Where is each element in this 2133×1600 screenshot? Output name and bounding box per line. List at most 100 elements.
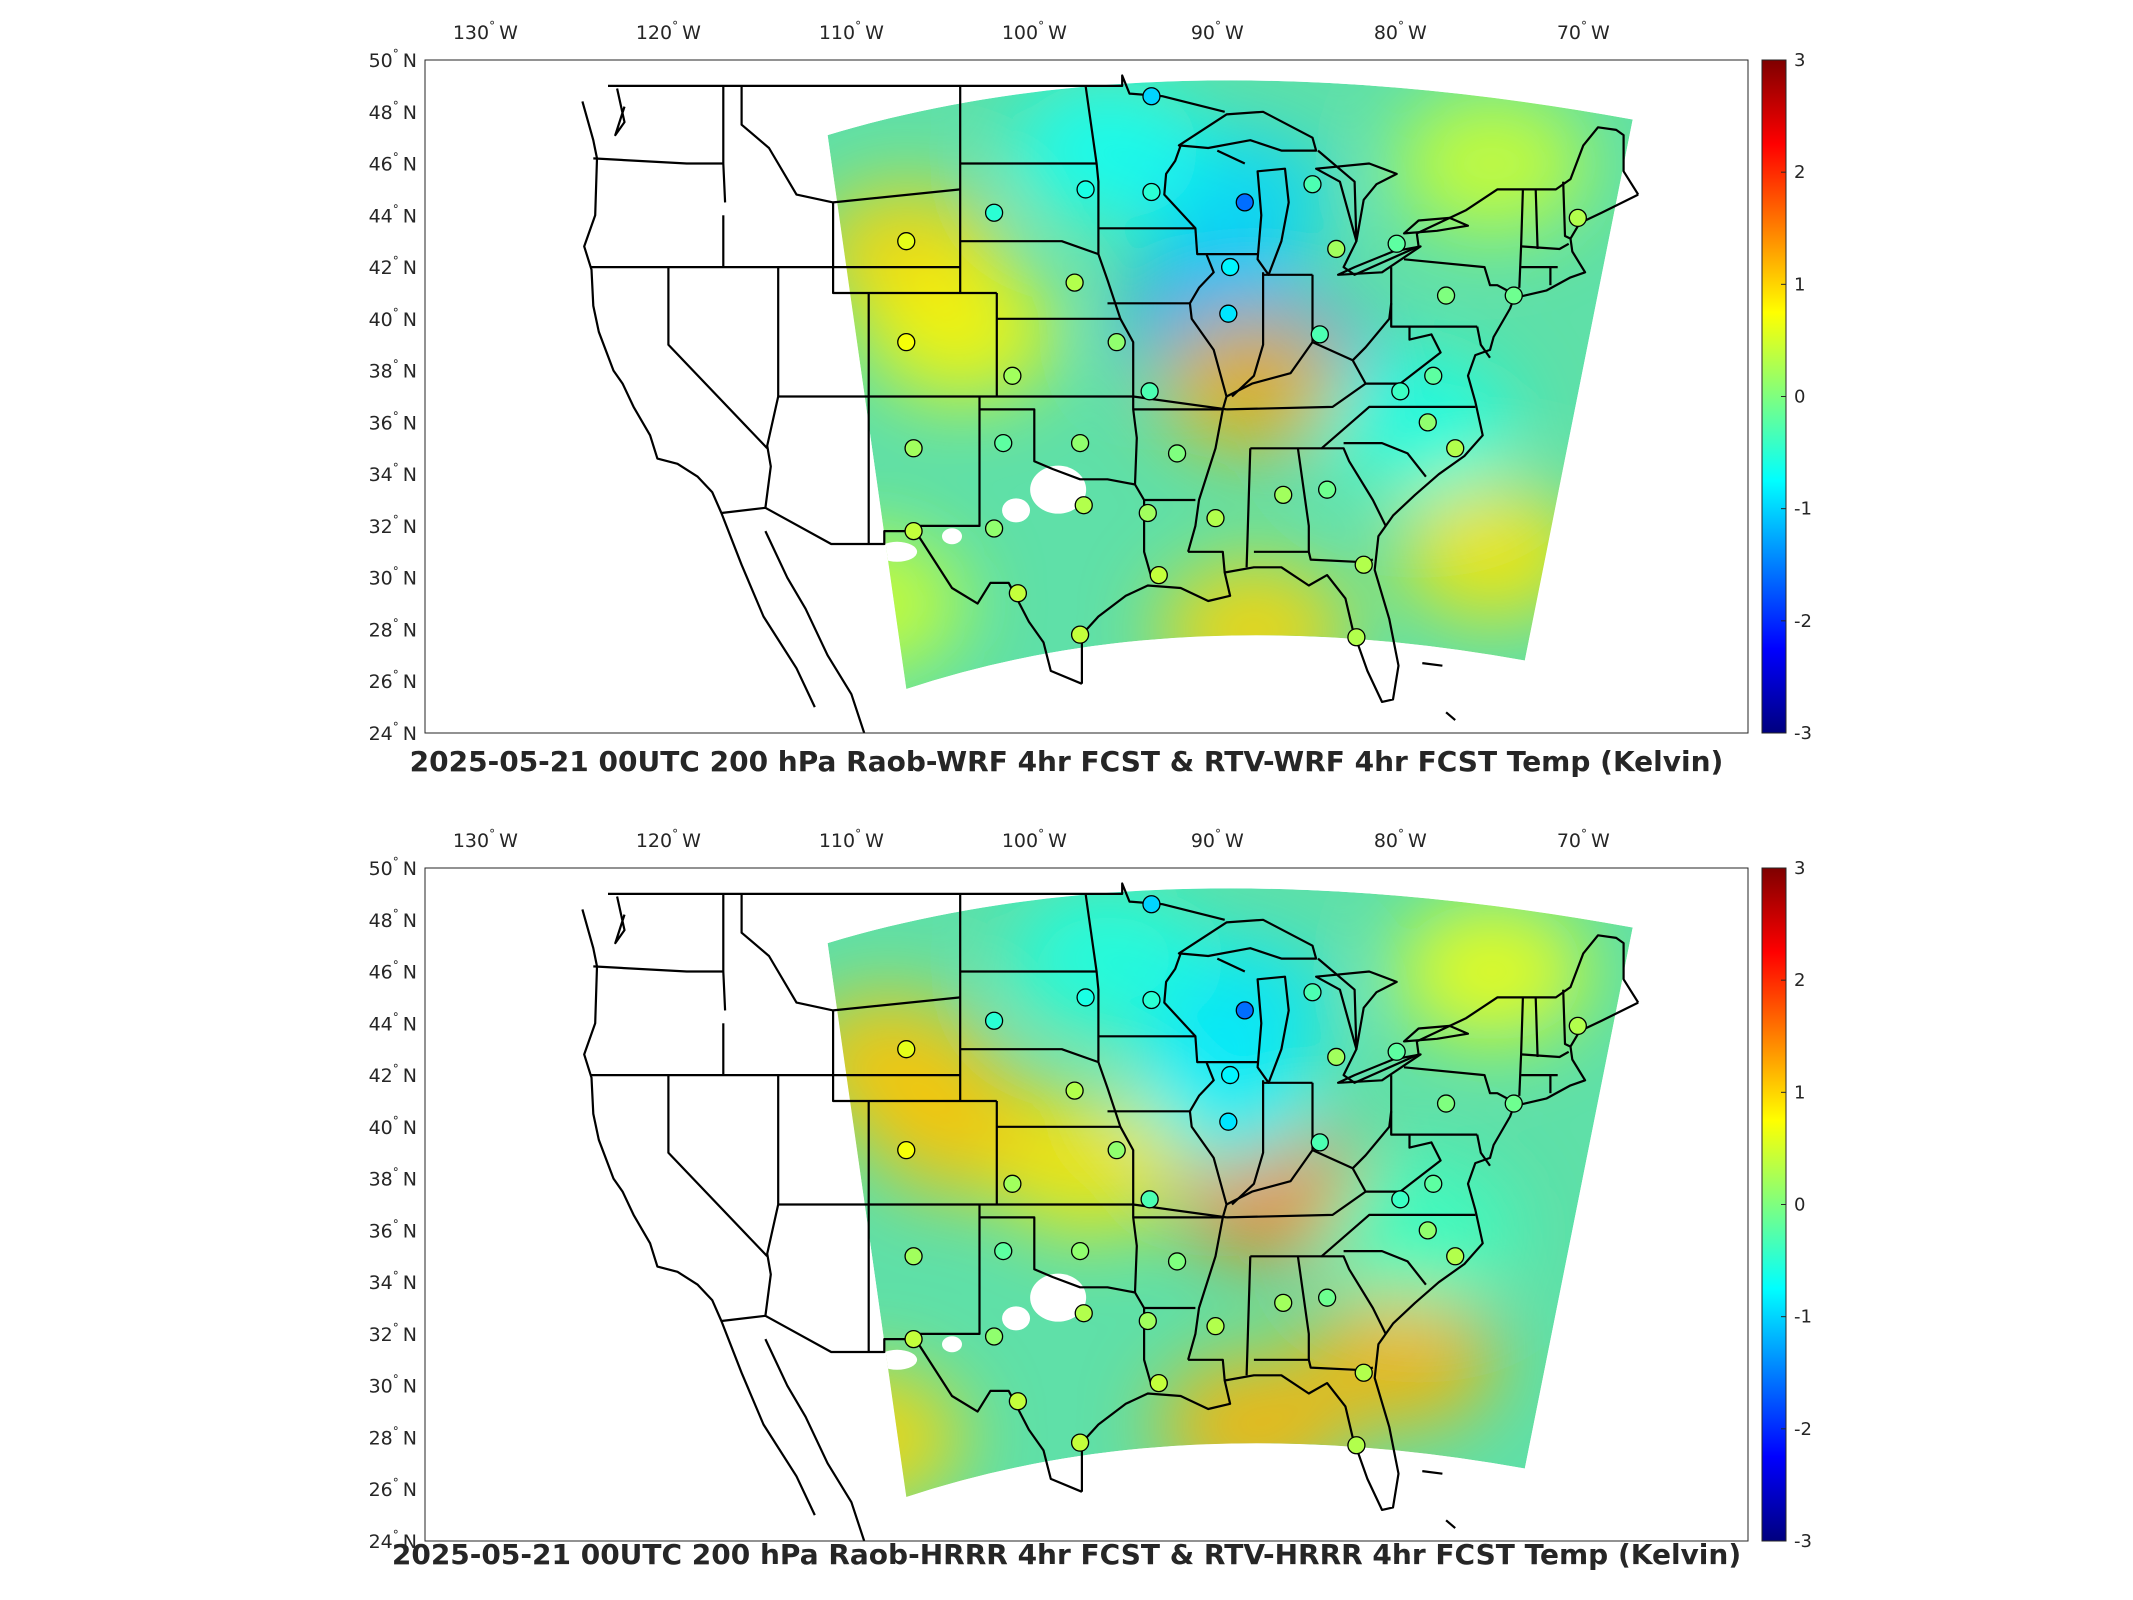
raob-station-marker[interactable]: [1354, 1363, 1373, 1382]
lake-superior: [1177, 110, 1318, 152]
raob-station-marker[interactable]: [904, 521, 923, 541]
raob-station-marker[interactable]: [1354, 555, 1373, 574]
latitude-labels: 50° N 48° N 46° N 44° N 42° N 40° N 38° N 36° N 34° N 32° N…: [369, 47, 417, 745]
raob-station-marker[interactable]: [1446, 439, 1465, 458]
raob-station-marker[interactable]: [1418, 413, 1437, 432]
raob-station-marker[interactable]: [1107, 1140, 1126, 1160]
raob-station-marker[interactable]: [1138, 1311, 1157, 1331]
raob-station-marker[interactable]: [1235, 1001, 1254, 1020]
raob-station-marker[interactable]: [1149, 1373, 1168, 1393]
state-line: [740, 893, 961, 1012]
raob-station-marker[interactable]: [1140, 1190, 1159, 1209]
raob-station-marker[interactable]: [1436, 286, 1456, 305]
raob-station-marker[interactable]: [984, 203, 1004, 222]
raob-station-marker[interactable]: [904, 439, 923, 458]
raob-station-marker[interactable]: [994, 433, 1013, 453]
raob-station-marker[interactable]: [1003, 1174, 1022, 1193]
raob-station-marker[interactable]: [897, 332, 916, 352]
raob-station-marker[interactable]: [1008, 584, 1028, 603]
raob-station-marker[interactable]: [1149, 565, 1168, 585]
state-line: [1188, 550, 1226, 573]
raob-station-marker[interactable]: [1070, 625, 1090, 644]
latitude-tick-label: 48° N: [369, 99, 417, 124]
raob-station-marker[interactable]: [984, 1011, 1004, 1030]
raob-station-marker[interactable]: [1074, 1304, 1093, 1323]
raob-station-marker[interactable]: [1206, 1317, 1225, 1336]
raob-station-marker[interactable]: [1391, 1190, 1410, 1209]
raob-station-marker[interactable]: [1303, 175, 1322, 194]
raob-station-marker[interactable]: [1219, 1112, 1238, 1131]
raob-station-marker[interactable]: [1424, 1174, 1443, 1193]
raob-station-marker[interactable]: [1076, 180, 1095, 199]
raob-station-marker[interactable]: [1076, 988, 1095, 1007]
state-line: [979, 1216, 1146, 1309]
raob-station-marker[interactable]: [1074, 496, 1093, 515]
raob-station-marker[interactable]: [1347, 1436, 1366, 1455]
raob-station-marker[interactable]: [1070, 433, 1090, 453]
bottom-map-panel: 130° W 120° W 110° W 100° W 90° W 80° W 70° W 50° N 48° N…: [0, 790, 2133, 1600]
state-line: [1250, 405, 1476, 450]
raob-station-marker[interactable]: [984, 519, 1004, 538]
raob-station-marker[interactable]: [1424, 366, 1443, 385]
raob-station-marker[interactable]: [1142, 990, 1161, 1010]
raob-station-marker[interactable]: [1138, 503, 1157, 523]
raob-station-marker[interactable]: [1167, 444, 1187, 463]
raob-station-marker[interactable]: [1568, 208, 1587, 228]
raob-station-marker[interactable]: [1220, 257, 1240, 277]
raob-station-marker[interactable]: [1310, 325, 1329, 344]
state-line: [764, 267, 780, 508]
missing-data-patch: [1030, 465, 1087, 514]
raob-station-marker[interactable]: [904, 1329, 923, 1349]
raob-station-marker[interactable]: [897, 232, 916, 251]
raob-station-marker[interactable]: [1142, 182, 1161, 202]
raob-station-marker[interactable]: [1008, 1392, 1028, 1411]
raob-station-marker[interactable]: [994, 1241, 1013, 1261]
state-line: [979, 408, 1146, 501]
raob-station-marker[interactable]: [1140, 382, 1159, 401]
raob-station-marker[interactable]: [1327, 239, 1346, 259]
raob-station-marker[interactable]: [1167, 1252, 1187, 1271]
latitude-tick-label: 36° N: [369, 1217, 417, 1242]
raob-station-marker[interactable]: [984, 1327, 1004, 1346]
raob-station-marker[interactable]: [1387, 234, 1406, 253]
raob-station-marker[interactable]: [1220, 1065, 1240, 1085]
raob-station-marker[interactable]: [1436, 1094, 1456, 1113]
raob-station-marker[interactable]: [897, 1040, 916, 1059]
state-line: [1216, 149, 1246, 165]
longitude-tick-label: 90° W: [1191, 827, 1244, 852]
raob-station-marker[interactable]: [1274, 1293, 1293, 1313]
raob-station-marker[interactable]: [1418, 1221, 1437, 1240]
raob-station-marker[interactable]: [1387, 1042, 1406, 1061]
gulf-of-california-coast: [764, 530, 866, 734]
raob-station-marker[interactable]: [1107, 332, 1126, 352]
raob-station-marker[interactable]: [1568, 1016, 1587, 1036]
latitude-tick-label: 44° N: [369, 1010, 417, 1035]
raob-station-marker[interactable]: [1206, 509, 1225, 528]
raob-station-marker[interactable]: [1065, 1081, 1084, 1100]
raob-station-marker[interactable]: [1310, 1133, 1329, 1152]
raob-station-marker[interactable]: [1219, 304, 1238, 323]
longitude-tick-label: 130° W: [453, 827, 518, 852]
raob-station-marker[interactable]: [1070, 1241, 1090, 1261]
raob-station-marker[interactable]: [1317, 1288, 1337, 1307]
raob-station-marker[interactable]: [1274, 485, 1293, 505]
raob-station-marker[interactable]: [904, 1247, 923, 1266]
state-line: [913, 396, 981, 528]
state-line: [1296, 448, 1310, 552]
raob-station-marker[interactable]: [1303, 983, 1322, 1002]
raob-station-marker[interactable]: [1142, 87, 1161, 106]
raob-station-marker[interactable]: [1003, 366, 1022, 385]
raob-station-marker[interactable]: [1065, 273, 1084, 292]
raob-station-marker[interactable]: [1504, 286, 1523, 305]
raob-station-marker[interactable]: [1504, 1094, 1523, 1113]
raob-station-marker[interactable]: [897, 1140, 916, 1160]
raob-station-marker[interactable]: [1446, 1247, 1465, 1266]
raob-station-marker[interactable]: [1235, 193, 1254, 212]
raob-station-marker[interactable]: [1347, 628, 1366, 647]
raob-station-marker[interactable]: [1142, 895, 1161, 914]
raob-station-marker[interactable]: [1070, 1433, 1090, 1452]
raob-station-marker[interactable]: [1327, 1047, 1346, 1067]
raob-station-marker[interactable]: [1391, 382, 1410, 401]
map-axes-frame: [424, 59, 1749, 734]
raob-station-marker[interactable]: [1317, 480, 1337, 499]
